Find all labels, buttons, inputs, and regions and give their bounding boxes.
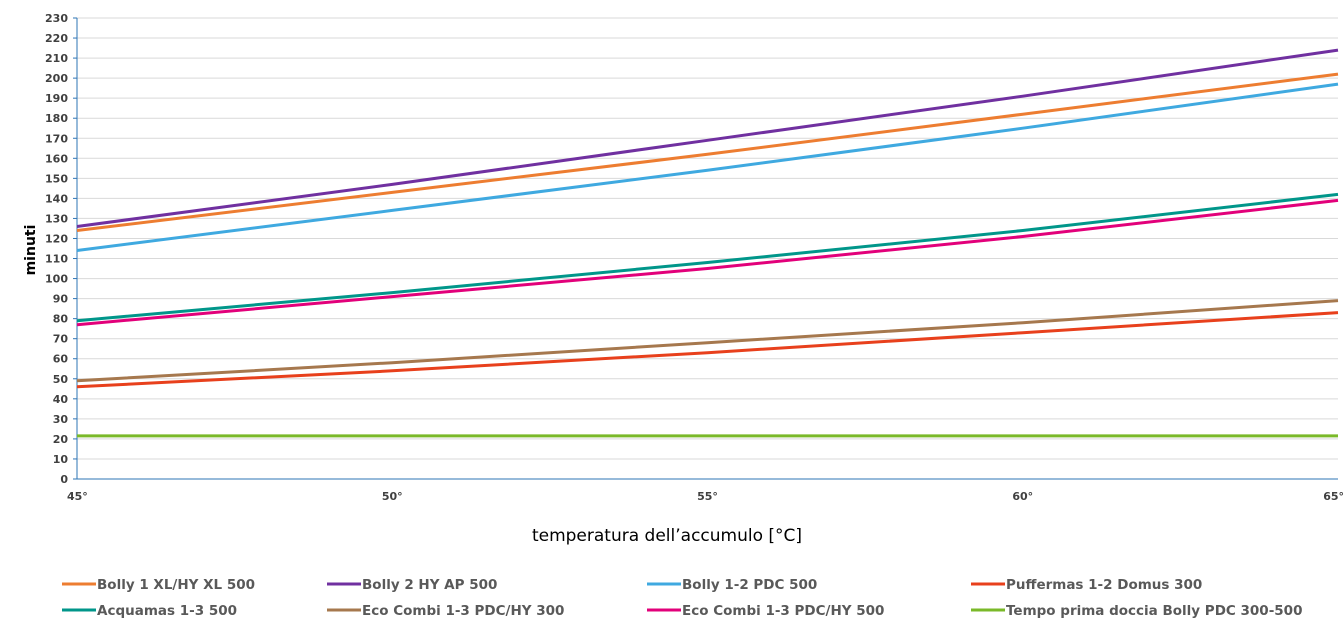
axes bbox=[73, 17, 1338, 480]
y-tick-label: 210 bbox=[45, 52, 68, 65]
y-tick-label: 110 bbox=[45, 253, 68, 266]
x-tick-labels: 45° 50° 55° 60° 65° bbox=[67, 490, 1344, 503]
series-line-5 bbox=[76, 192, 1339, 323]
y-axis-title: minuti bbox=[23, 225, 39, 276]
y-tick-label: 140 bbox=[45, 192, 68, 205]
y-tick-label: 20 bbox=[53, 433, 69, 446]
y-tick-label: 120 bbox=[45, 232, 68, 245]
y-tick-label: 80 bbox=[53, 313, 69, 326]
legend-item: Bolly 1-2 PDC 500 bbox=[647, 577, 817, 593]
legend-label: Bolly 1 XL/HY XL 500 bbox=[97, 577, 255, 593]
legend-label: Eco Combi 1-3 PDC/HY 500 bbox=[682, 603, 884, 619]
series-lines bbox=[76, 48, 1339, 438]
y-tick-label: 160 bbox=[45, 152, 68, 165]
x-tick-label: 55° bbox=[697, 490, 718, 503]
legend-item: Eco Combi 1-3 PDC/HY 300 bbox=[327, 603, 564, 619]
y-tick-label: 180 bbox=[45, 112, 68, 125]
series-line-2 bbox=[76, 48, 1339, 228]
x-tick-label: 50° bbox=[382, 490, 403, 503]
y-tick-label: 170 bbox=[45, 132, 68, 145]
y-tick-label: 220 bbox=[45, 32, 68, 45]
y-tick-labels: 0 10 20 30 40 50 60 70 80 90 100 110 120 130 140 150 160… bbox=[45, 12, 68, 486]
y-tick-label: 100 bbox=[45, 273, 68, 286]
y-tick-label: 60 bbox=[53, 353, 69, 366]
series-line-1 bbox=[76, 72, 1339, 232]
x-tick-label: 45° bbox=[67, 490, 88, 503]
y-tick-label: 40 bbox=[53, 393, 69, 406]
y-tick-label: 150 bbox=[45, 172, 68, 185]
x-axis-title: temperatura dell’accumulo [°C] bbox=[532, 526, 802, 546]
legend-label: Eco Combi 1-3 PDC/HY 300 bbox=[362, 603, 564, 619]
legend-label: Puffermas 1-2 Domus 300 bbox=[1006, 577, 1202, 593]
legend-item: Tempo prima doccia Bolly PDC 300-500 bbox=[971, 603, 1302, 619]
y-tick-label: 30 bbox=[53, 413, 69, 426]
y-tick-label: 10 bbox=[53, 453, 69, 466]
y-tick-label: 230 bbox=[45, 12, 68, 25]
series-line-4 bbox=[76, 311, 1339, 389]
y-tick-label: 190 bbox=[45, 92, 68, 105]
x-tick-label: 60° bbox=[1012, 490, 1033, 503]
y-tick-label: 130 bbox=[45, 212, 68, 225]
legend-label: Tempo prima doccia Bolly PDC 300-500 bbox=[1006, 603, 1302, 619]
legend-label: Acquamas 1-3 500 bbox=[97, 603, 237, 619]
y-tick-label: 0 bbox=[60, 473, 68, 486]
y-tick-label: 50 bbox=[53, 373, 69, 386]
gridlines bbox=[77, 17, 1338, 460]
legend: Bolly 1 XL/HY XL 500 Bolly 2 HY AP 500 Bol… bbox=[62, 577, 1302, 619]
legend-item: Puffermas 1-2 Domus 300 bbox=[971, 577, 1202, 593]
x-tick-label: 65° bbox=[1323, 490, 1344, 503]
legend-item: Eco Combi 1-3 PDC/HY 500 bbox=[647, 603, 884, 619]
y-tick-label: 70 bbox=[53, 333, 69, 346]
legend-label: Bolly 2 HY AP 500 bbox=[362, 577, 497, 593]
legend-item: Bolly 1 XL/HY XL 500 bbox=[62, 577, 255, 593]
legend-label: Bolly 1-2 PDC 500 bbox=[682, 577, 817, 593]
series-line-6 bbox=[76, 299, 1339, 383]
legend-item: Bolly 2 HY AP 500 bbox=[327, 577, 497, 593]
legend-item: Acquamas 1-3 500 bbox=[62, 603, 237, 619]
series-line-7 bbox=[76, 198, 1339, 327]
y-tick-label: 90 bbox=[53, 293, 69, 306]
y-tick-label: 200 bbox=[45, 72, 68, 85]
series-line-3 bbox=[76, 82, 1339, 252]
